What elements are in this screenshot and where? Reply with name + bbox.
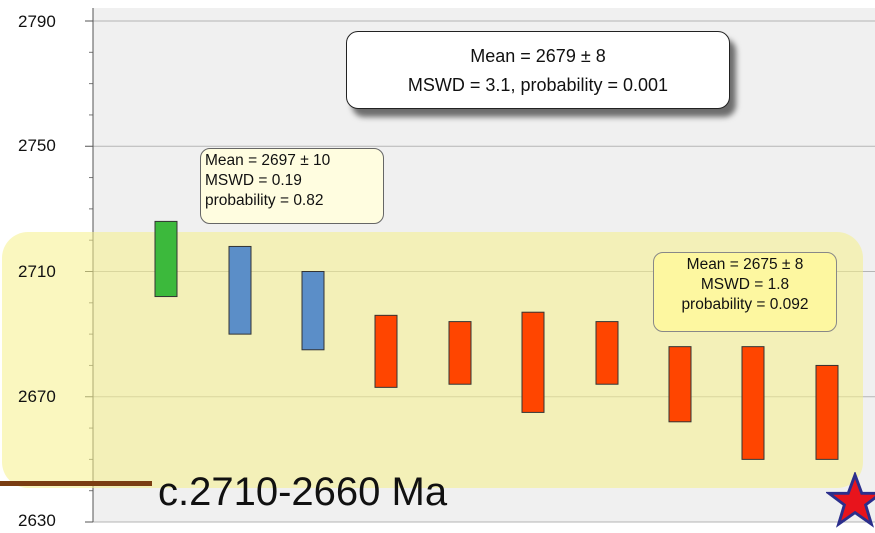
star-icon	[826, 472, 875, 528]
error-bar-2-5	[741, 346, 765, 460]
group3-stats-box: Mean = 2675 ± 8 MSWD = 1.8 probability =…	[653, 252, 837, 332]
error-bar-2-1	[448, 321, 472, 385]
y-tick-label-2670: 2670	[18, 387, 56, 406]
error-bar-2-2	[521, 311, 545, 413]
group3-mean-text: Mean = 2675 ± 8	[686, 256, 804, 273]
y-tick-label-2790: 2790	[18, 12, 56, 31]
y-tick-label-2750: 2750	[18, 136, 56, 155]
error-bar-2-0	[374, 314, 398, 388]
group1-probability-text: probability = 0.82	[205, 192, 324, 209]
group3-mswd-text: MSWD = 1.8	[700, 276, 790, 293]
y-tick-label-2630: 2630	[18, 511, 56, 530]
error-bar-2-6	[815, 364, 839, 460]
error-bar-1-0	[228, 245, 252, 335]
group1-mean-text: Mean = 2697 ± 10	[205, 152, 331, 169]
error-bar-1-1	[301, 271, 325, 351]
error-bar-2-4	[668, 346, 692, 423]
overall-mean-text: Mean = 2679 ± 8	[470, 46, 606, 66]
error-bar-0-0	[154, 220, 178, 298]
y-tick-label-2710: 2710	[18, 262, 56, 281]
group3-probability-text: probability = 0.092	[681, 296, 809, 313]
title-accent-bar	[0, 481, 152, 486]
error-bar-2-3	[595, 321, 619, 385]
group1-mswd-text: MSWD = 0.19	[205, 172, 302, 189]
overall-mswd-text: MSWD = 3.1, probability = 0.001	[407, 75, 669, 95]
highlight-band	[2, 232, 863, 488]
age-range-label: c.2710-2660 Ma	[158, 470, 448, 514]
group1-stats-box: Mean = 2697 ± 10 MSWD = 0.19 probability…	[200, 148, 384, 224]
overall-stats-box: Mean = 2679 ± 8 MSWD = 3.1, probability …	[346, 31, 730, 109]
